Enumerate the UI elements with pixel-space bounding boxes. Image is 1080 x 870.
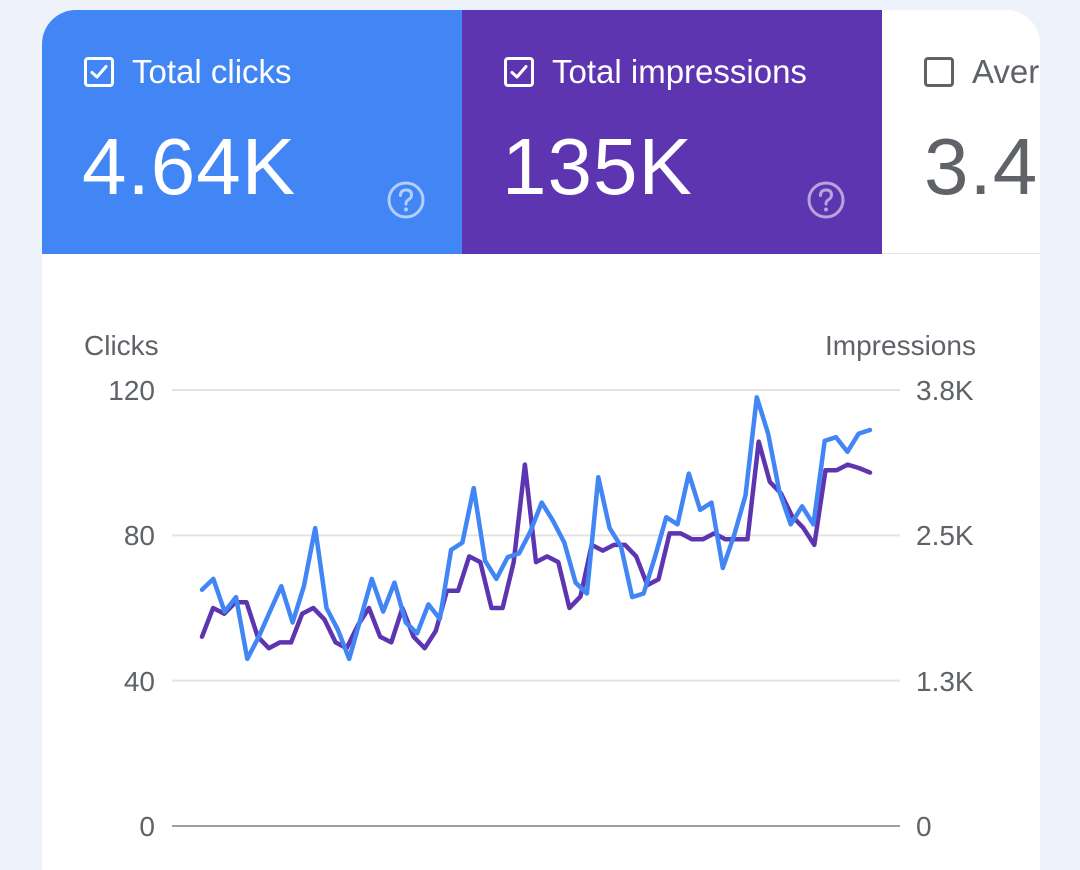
left-tick-label: 80 <box>123 520 155 551</box>
total-impressions-value: 135K <box>502 122 693 211</box>
right-tick-label: 3.8K <box>916 375 974 406</box>
average-position-value: 3.4 <box>924 122 1039 211</box>
total-impressions-header[interactable]: Total impressions <box>504 54 807 90</box>
total-clicks-label: Total clicks <box>132 53 292 90</box>
right-tick-label: 2.5K <box>916 520 974 551</box>
impressions-series-line <box>199 439 873 651</box>
average-position-tile[interactable]: Aver 3.4 <box>882 10 1040 254</box>
checkbox-checked-icon[interactable] <box>84 57 114 87</box>
clicks-series-line <box>199 395 873 662</box>
left-tick-label: 40 <box>123 666 155 697</box>
performance-card: Total clicks 4.64K Total impressions 135… <box>42 10 1040 870</box>
performance-chart: Clicks Impressions 120 80 40 0 3.8K 2.5K… <box>84 330 976 842</box>
average-position-label: Aver <box>972 53 1040 90</box>
total-clicks-tile[interactable]: Total clicks 4.64K <box>42 10 462 254</box>
total-clicks-header[interactable]: Total clicks <box>84 54 292 90</box>
left-tick-label: 0 <box>139 811 155 842</box>
total-clicks-value: 4.64K <box>82 122 297 211</box>
help-circle-icon[interactable] <box>806 180 846 220</box>
right-tick-label: 0 <box>916 811 932 842</box>
metric-tiles: Total clicks 4.64K Total impressions 135… <box>42 10 1040 254</box>
y-axis-right-title: Impressions <box>825 330 976 361</box>
checkbox-unchecked-icon[interactable] <box>924 57 954 87</box>
total-impressions-tile[interactable]: Total impressions 135K <box>462 10 882 254</box>
left-tick-label: 120 <box>108 375 155 406</box>
average-position-header[interactable]: Aver <box>924 54 1039 90</box>
right-tick-label: 1.3K <box>916 666 974 697</box>
checkbox-checked-icon[interactable] <box>504 57 534 87</box>
help-circle-icon[interactable] <box>386 180 426 220</box>
y-axis-left-title: Clicks <box>84 330 159 361</box>
chart-plot-area <box>172 389 900 827</box>
total-impressions-label: Total impressions <box>552 53 807 90</box>
